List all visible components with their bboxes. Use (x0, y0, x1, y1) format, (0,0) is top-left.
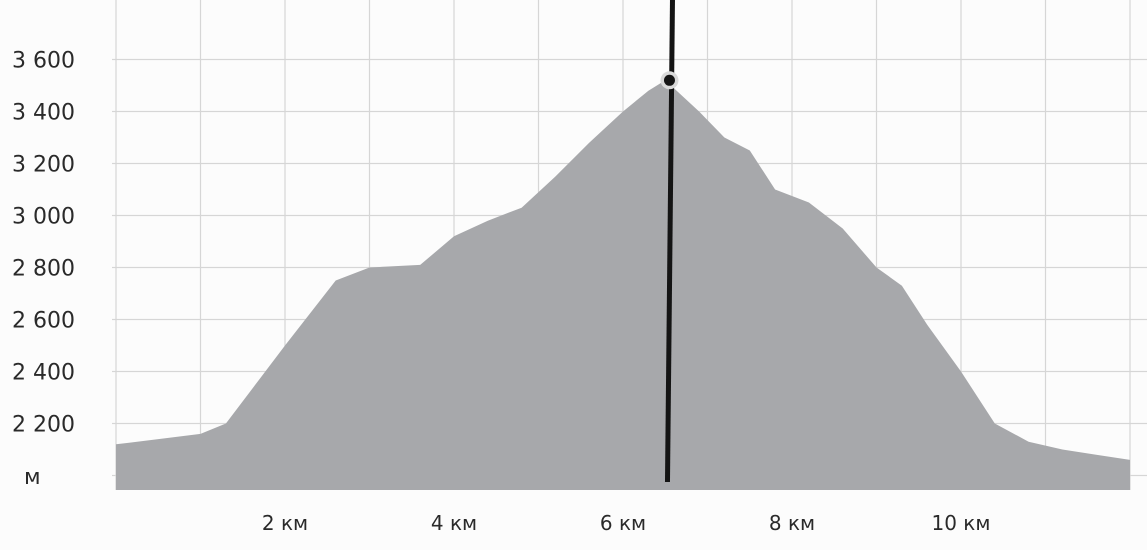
y-tick-label: 3 600 (12, 49, 75, 74)
x-tick-label: 8 км (769, 511, 815, 535)
x-tick-label: 6 км (600, 511, 646, 535)
y-tick-label: 2 200 (12, 413, 75, 438)
y-tick-label: 2 600 (12, 309, 75, 334)
y-tick-label: 3 000 (12, 205, 75, 230)
elevation-area-path (116, 80, 1130, 491)
elevation-area (116, 80, 1130, 491)
y-tick-label: 3 400 (12, 101, 75, 126)
y-axis-labels: 2 200 2 400 2 600 2 800 3 000 3 200 3 400 3 600 (12, 49, 75, 438)
cursor-marker (663, 74, 675, 86)
position-cursor[interactable] (660, 0, 679, 483)
x-tick-label: 10 км (932, 511, 991, 535)
x-tick-label: 2 км (262, 511, 308, 535)
y-tick-label: 2 400 (12, 361, 75, 386)
x-tick-label: 4 км (431, 511, 477, 535)
x-axis-labels: 2 км 4 км 6 км 8 км 10 км (262, 511, 991, 535)
y-tick-label: 3 200 (12, 153, 75, 178)
y-axis-unit-label: м (24, 465, 41, 490)
y-tick-label: 2 800 (12, 257, 75, 282)
